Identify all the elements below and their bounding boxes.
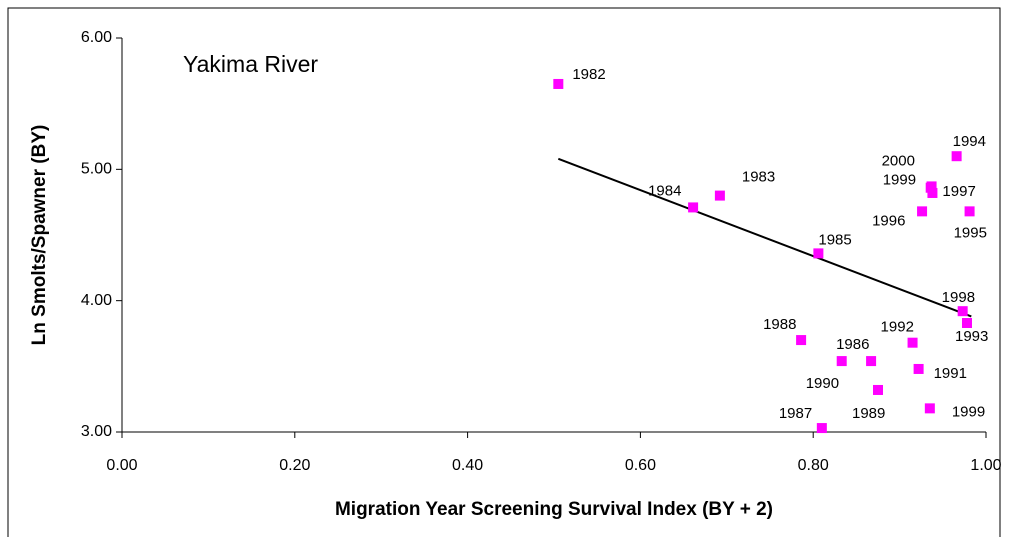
point-label: 1984 <box>648 182 681 199</box>
point <box>836 356 847 367</box>
point <box>866 356 877 367</box>
point-label: 1996 <box>872 212 905 229</box>
point <box>714 190 725 201</box>
point <box>961 317 972 328</box>
point-label: 1982 <box>572 66 605 83</box>
point-label: 1987 <box>779 405 812 422</box>
point <box>813 248 824 259</box>
point <box>927 187 938 198</box>
point-label: 1989 <box>852 405 885 422</box>
point-label: 2000 <box>882 152 915 169</box>
chart-title: Yakima River <box>183 51 318 77</box>
point-label: 1991 <box>934 365 967 382</box>
point-label: 1985 <box>818 231 851 248</box>
point <box>913 363 924 374</box>
point-label: 1997 <box>942 183 975 200</box>
point-label: 1993 <box>955 328 988 345</box>
point <box>924 403 935 414</box>
point-label: 1992 <box>881 319 914 336</box>
point-label: 1988 <box>763 316 796 333</box>
point-label: 1999 <box>952 403 985 420</box>
point <box>957 306 968 317</box>
point <box>951 151 962 162</box>
point-label: 1995 <box>954 224 987 241</box>
x-tick-label: 0.60 <box>625 457 656 474</box>
point <box>907 337 918 348</box>
x-tick-label: 0.40 <box>452 457 483 474</box>
x-tick-label: 0.20 <box>279 457 310 474</box>
point <box>873 384 883 395</box>
point <box>926 181 937 192</box>
point <box>796 335 807 346</box>
point-label: 1999 <box>883 172 916 189</box>
x-tick-label: 1.00 <box>970 457 1001 474</box>
point-label: 1983 <box>742 169 775 186</box>
y-tick-label: 3.00 <box>81 423 112 440</box>
x-axis-label: Migration Year Screening Survival Index … <box>335 499 773 520</box>
point <box>816 423 827 434</box>
chart-border <box>7 7 1001 537</box>
point <box>917 206 928 217</box>
point-label: 1994 <box>953 133 986 150</box>
point <box>688 202 699 213</box>
x-tick-label: 0.00 <box>106 457 137 474</box>
x-tick-label: 0.80 <box>798 457 829 474</box>
point-label: 1990 <box>806 375 839 392</box>
point-label: 1986 <box>836 336 869 353</box>
point-label: 1998 <box>942 289 975 306</box>
y-tick-label: 5.00 <box>81 161 112 178</box>
y-tick-label: 4.00 <box>81 292 112 309</box>
point <box>553 78 564 89</box>
trendline <box>557 157 972 318</box>
point <box>964 206 975 217</box>
y-axis-label: Ln Smolts/Spawner (BY) <box>29 125 50 346</box>
y-tick-label: 6.00 <box>81 29 112 46</box>
